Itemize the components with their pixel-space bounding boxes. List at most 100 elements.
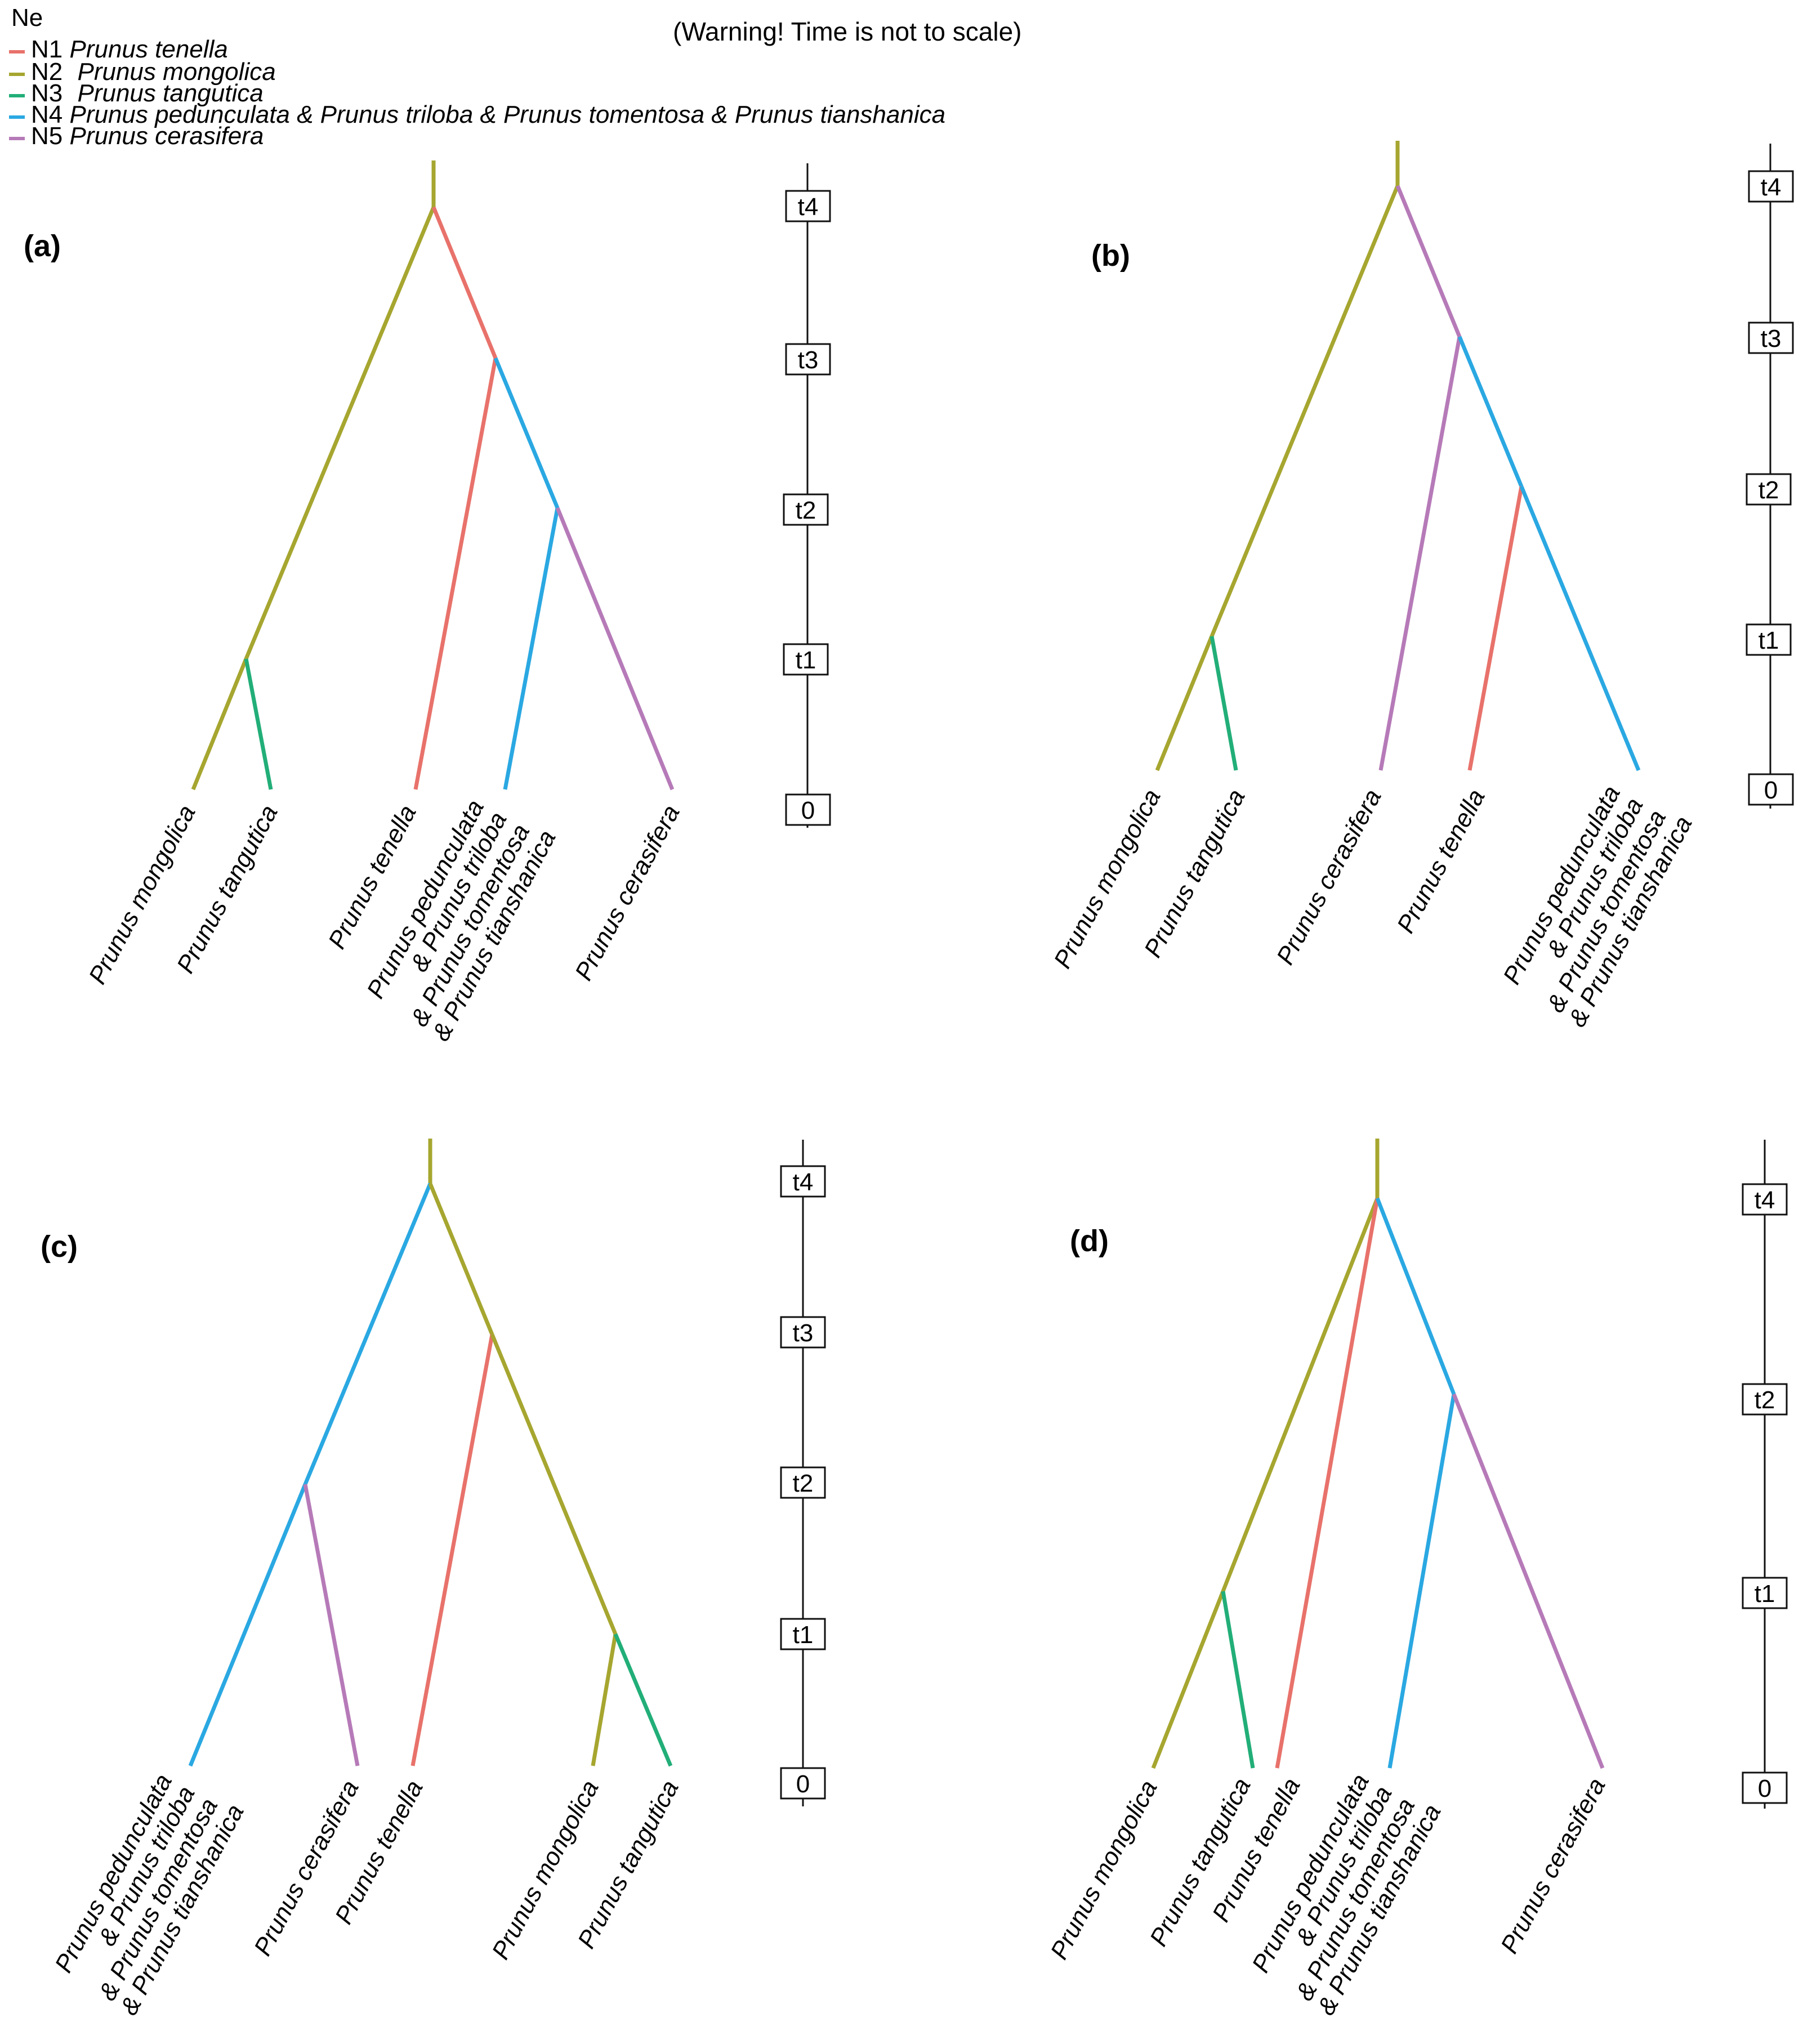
legend-species: Prunus pedunculata & Prunus triloba & Pr… (69, 101, 945, 128)
tree-branches (1151, 1139, 1605, 1769)
tip-labels: Prunus pedunculata & Prunus triloba & Pr… (46, 1764, 684, 2020)
tick-label: t3 (793, 1319, 814, 1347)
legend-species: Prunus mongolica (77, 58, 275, 86)
tick-label: t4 (1761, 173, 1782, 201)
time-axis: t4 t2 t1 0 (1742, 1140, 1788, 1809)
tick-box (1748, 322, 1794, 354)
legend-item-n1: N1 Prunus tenella (31, 35, 228, 63)
legend-code: N2 (31, 58, 63, 86)
tick-label: t4 (1755, 1186, 1775, 1214)
tick-box (1746, 623, 1792, 656)
branch-cerasifera (1378, 336, 1462, 771)
panel-label: (a) (24, 229, 61, 263)
panel-b: (b) t4 t3 t2 t1 0 Prunus (1048, 141, 1794, 1032)
legend-item-n2: N2 Prunus mongolica (31, 58, 276, 86)
panel-d: (d) t4 t2 t1 0 Prunus mongolica (1045, 1139, 1788, 2020)
branch-mongolica (591, 1634, 618, 1766)
branch-ancestral (428, 1182, 494, 1336)
branch-ancestral (1221, 1197, 1380, 1592)
tip-labels: Prunus mongolica Prunus tangutica Prunus… (83, 795, 685, 1045)
tick-box (783, 643, 829, 676)
tick-label: t4 (798, 193, 819, 221)
tip-labels: Prunus mongolica Prunus tangutica Prunus… (1045, 1769, 1611, 2019)
tick-label: t1 (1759, 627, 1779, 654)
tick-box (780, 1466, 826, 1499)
branch-tangutica (1210, 636, 1238, 771)
tree-branches (1155, 141, 1641, 771)
tick-label: t3 (798, 346, 819, 374)
branch-tangutica (244, 658, 273, 790)
tick-box (780, 1165, 826, 1198)
branch-ancestral (431, 206, 498, 359)
legend-species: Prunus tangutica (77, 79, 263, 107)
legend-code: N1 (31, 35, 63, 63)
tick-box (785, 190, 831, 222)
scale-warning: (Warning! Time is not to scale) (673, 17, 1022, 46)
tick-label: t2 (793, 1470, 814, 1497)
tick-label: t2 (796, 497, 816, 524)
tick-box (1742, 1383, 1788, 1416)
branch-ancestral (1375, 1197, 1456, 1395)
tick-box (785, 793, 831, 826)
branch-pedunculata-group (503, 507, 560, 790)
tick-label: t2 (1755, 1386, 1775, 1414)
branch-ancestral (490, 1333, 618, 1635)
legend-title: Ne (11, 4, 43, 32)
tip-label: Prunus cerasifera (249, 1776, 364, 1960)
tick-label: 0 (1764, 776, 1778, 804)
panel-label: (d) (1070, 1224, 1109, 1258)
tip-labels: Prunus mongolica Prunus tangutica Prunus… (1048, 781, 1697, 1031)
tick-box (1742, 1183, 1788, 1216)
tick-box (780, 1767, 826, 1800)
tick-box (1748, 773, 1794, 806)
tick-label: 0 (801, 797, 815, 824)
tick-label: t2 (1759, 476, 1779, 504)
tree-branches (188, 1139, 673, 1767)
tip-label: Prunus pedunculata & Prunus triloba & Pr… (46, 1764, 249, 2020)
branch-pedunculata-group (1387, 1394, 1456, 1769)
tick-label: t1 (793, 1621, 814, 1649)
panel-label: (b) (1091, 239, 1130, 273)
branch-mongolica (1151, 1590, 1225, 1769)
tick-box (780, 1618, 826, 1650)
legend-item-n5: N5 Prunus cerasifera (31, 122, 264, 150)
branch-ancestral (303, 1182, 432, 1485)
branch-tenella (410, 1334, 494, 1766)
tick-label: 0 (1758, 1775, 1771, 1802)
tick-label: t1 (796, 646, 816, 674)
legend-code: N5 (31, 122, 63, 150)
tick-label: t4 (793, 1168, 814, 1196)
legend-species: Prunus cerasifera (69, 122, 264, 150)
legend-code: N3 (31, 79, 63, 107)
branch-mongolica (191, 658, 248, 791)
tick-label: 0 (796, 1770, 810, 1798)
tick-box (1746, 473, 1792, 506)
legend-species: Prunus tenella (69, 35, 227, 63)
legend-item-n3: N3 Prunus tangutica (31, 79, 264, 107)
branch-cerasifera (1452, 1393, 1605, 1769)
tip-label: Prunus cerasifera (1496, 1774, 1611, 1958)
branch-pedunculata-group (1519, 485, 1641, 771)
tip-label: Prunus cerasifera (570, 801, 685, 985)
branch-mongolica (1155, 635, 1214, 771)
time-axis: t4 t3 t2 t1 0 (1746, 144, 1794, 809)
panel-a: (a) t4 t3 t2 t1 0 Prunus (24, 160, 831, 1046)
branch-cerasifera (303, 1484, 360, 1766)
tick-box (783, 493, 829, 526)
tip-label: Prunus cerasifera (1271, 785, 1387, 969)
tick-box (1742, 1771, 1788, 1804)
tip-label: Prunus tenella (1392, 785, 1490, 938)
tick-box (785, 343, 831, 376)
branch-tenella (1275, 1198, 1380, 1769)
tick-label: t3 (1761, 325, 1782, 352)
branch-ancestral (1395, 185, 1462, 338)
time-axis: t4 t3 t2 t1 0 (780, 1140, 826, 1806)
branch-ancestral (244, 206, 436, 660)
panel-label: (c) (41, 1230, 78, 1264)
branch-tenella (1467, 486, 1524, 771)
branch-tangutica (1221, 1591, 1255, 1769)
branch-tenella (413, 358, 498, 790)
branch-ancestral (493, 357, 560, 509)
tick-box (1742, 1577, 1788, 1609)
